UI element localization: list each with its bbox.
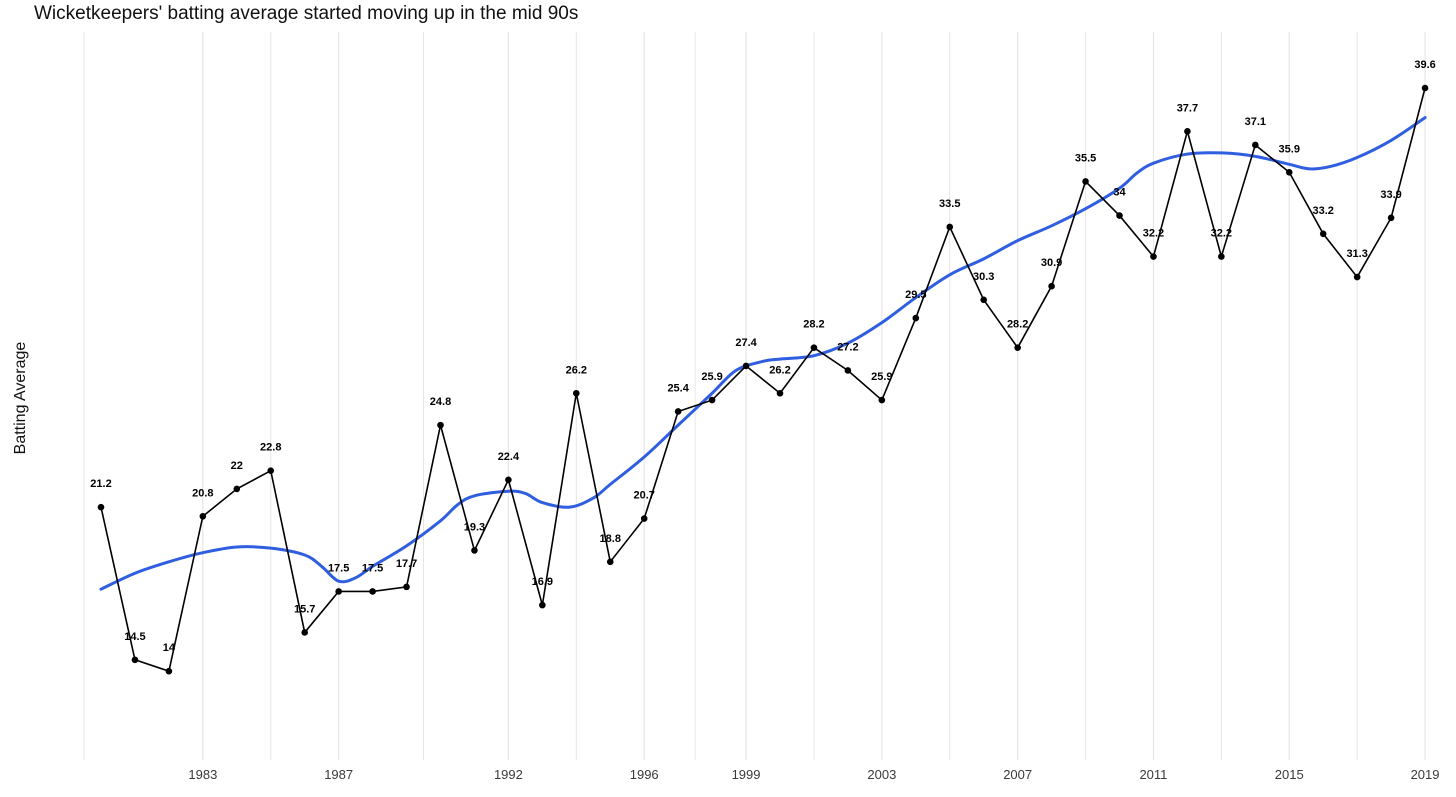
data-point — [369, 588, 376, 595]
data-label: 34 — [1113, 187, 1126, 199]
data-label: 17.5 — [328, 562, 349, 574]
data-label: 37.7 — [1177, 102, 1198, 114]
series-line — [100, 87, 1426, 673]
data-label: 27.4 — [735, 337, 757, 349]
data-point — [403, 583, 410, 591]
data-point — [267, 467, 275, 475]
data-point — [1116, 212, 1123, 219]
data-point — [1082, 178, 1089, 185]
data-point — [1421, 84, 1429, 92]
data-point — [131, 656, 139, 664]
data-series — [97, 84, 1429, 675]
x-tick-label: 1983 — [188, 767, 217, 782]
data-point — [1319, 230, 1327, 238]
data-label: 22.4 — [498, 451, 520, 463]
data-point — [742, 362, 750, 370]
data-point — [640, 515, 648, 522]
data-label: 31.3 — [1346, 248, 1367, 260]
x-axis-ticks: 1983 1987 1992 1996 1999 2003 2007 2011 2015 2019 — [188, 767, 1439, 782]
data-label: 37.1 — [1245, 116, 1266, 128]
x-tick-label: 2011 — [1139, 767, 1167, 782]
data-point — [1218, 253, 1225, 260]
x-tick-label: 1999 — [732, 767, 761, 782]
data-label: 28.2 — [1007, 319, 1028, 331]
data-point — [1252, 141, 1259, 149]
data-point — [1048, 282, 1055, 290]
x-tick-label: 1996 — [630, 767, 659, 782]
data-point — [606, 558, 614, 566]
data-label: 15.7 — [294, 603, 315, 615]
data-label: 16.9 — [532, 576, 553, 588]
data-label: 25.9 — [701, 371, 722, 383]
data-label: 26.2 — [566, 364, 587, 376]
data-label: 30.9 — [1041, 257, 1062, 269]
data-point — [912, 314, 920, 322]
data-point — [878, 396, 886, 404]
chart-title: Wicketkeepers' batting average started m… — [34, 3, 579, 24]
data-label: 22 — [231, 460, 243, 472]
trend-line — [99, 116, 1427, 591]
data-label: 26.2 — [769, 364, 790, 376]
data-label: 14.5 — [124, 631, 145, 643]
data-point — [1150, 253, 1157, 260]
data-label: 33.9 — [1380, 189, 1401, 201]
data-label: 32.2 — [1143, 228, 1164, 240]
x-tick-label: 1992 — [494, 767, 523, 782]
x-tick-label: 2003 — [867, 767, 896, 782]
data-label: 17.7 — [396, 558, 417, 570]
data-label: 20.7 — [633, 490, 654, 502]
data-point — [674, 408, 682, 415]
data-labels: 21.2 14.5 14 20.8 22 22.8 15.7 17.5 17.5 17.7 24.8… — [90, 59, 1435, 654]
data-point — [573, 389, 580, 397]
data-point — [97, 503, 105, 511]
data-label: 35.9 — [1279, 143, 1300, 155]
data-label: 20.8 — [192, 487, 213, 499]
data-point — [980, 296, 987, 304]
data-label: 33.2 — [1312, 205, 1333, 217]
data-label: 21.2 — [90, 478, 111, 490]
data-point — [844, 367, 852, 374]
data-label: 18.8 — [600, 533, 621, 545]
data-label: 14 — [163, 642, 176, 654]
data-point — [810, 344, 818, 351]
data-point — [1353, 273, 1361, 281]
data-label: 32.2 — [1211, 228, 1232, 240]
x-tick-label: 2019 — [1411, 767, 1440, 782]
trend-curve — [99, 116, 1427, 591]
data-point — [1387, 214, 1395, 222]
data-point — [437, 421, 444, 429]
data-label: 17.5 — [362, 562, 383, 574]
data-point — [301, 629, 309, 636]
data-label: 22.8 — [260, 442, 281, 454]
data-label: 28.2 — [803, 319, 824, 331]
data-point — [199, 512, 207, 520]
x-tick-label: 1987 — [324, 767, 353, 782]
data-point — [708, 396, 716, 404]
data-label: 33.5 — [939, 198, 960, 210]
data-point — [165, 667, 173, 675]
data-label: 29.5 — [905, 289, 926, 301]
data-point — [471, 547, 478, 554]
x-tick-label: 2007 — [1003, 767, 1032, 782]
vertical-gridlines — [83, 32, 1426, 760]
data-label: 25.4 — [667, 382, 689, 394]
data-label: 39.6 — [1414, 59, 1435, 71]
data-label: 25.9 — [871, 371, 892, 383]
data-point — [946, 223, 954, 231]
data-label: 24.8 — [430, 396, 451, 408]
data-point — [335, 588, 342, 595]
data-point — [1184, 127, 1191, 135]
data-point — [1285, 168, 1293, 176]
data-point — [539, 601, 546, 609]
data-point — [505, 476, 512, 484]
data-point — [1014, 344, 1021, 351]
data-label: 19.3 — [464, 521, 485, 533]
x-tick-label: 2015 — [1275, 767, 1304, 782]
data-point — [233, 485, 241, 493]
data-label: 30.3 — [973, 271, 994, 283]
data-label: 27.2 — [837, 341, 858, 353]
data-label: 35.5 — [1075, 152, 1096, 164]
data-point — [776, 389, 784, 397]
